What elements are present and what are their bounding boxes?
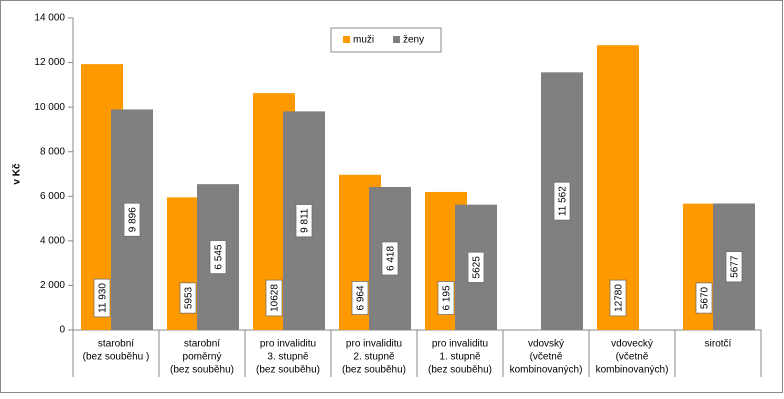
x-tick-label: 2. stupně	[353, 352, 395, 363]
value-label: 11 562	[558, 186, 569, 216]
value-label-group: 10628	[265, 279, 283, 317]
value-label-box	[553, 181, 571, 221]
value-label-box	[295, 204, 313, 238]
value-label-box	[609, 279, 627, 317]
value-label: 5625	[472, 256, 483, 279]
x-tick-label: 1. stupně	[439, 352, 481, 363]
value-label: 10628	[270, 284, 281, 312]
value-label-group: 5953	[179, 282, 197, 314]
value-label: 6 964	[356, 285, 367, 310]
x-tick-label: kombinovaných)	[510, 365, 583, 376]
value-label-group: 5670	[695, 282, 713, 314]
x-tick-label: starobní	[184, 339, 220, 350]
x-tick-label: (včetně	[530, 352, 563, 363]
value-label-box	[351, 281, 369, 315]
value-label-box	[695, 282, 713, 314]
value-label: 12780	[614, 284, 625, 312]
x-tick-label: (bez souběhu )	[83, 352, 150, 363]
legend-box	[330, 27, 442, 53]
x-tick-label: (včetně	[616, 352, 649, 363]
value-label: 9 896	[128, 207, 139, 232]
value-label-group: 9 896	[123, 202, 141, 237]
y-tick-label: 8 000	[40, 146, 65, 157]
value-label: 9 811	[300, 208, 311, 233]
x-tick-label: (bez souběhu)	[342, 365, 406, 376]
legend-label: ženy	[403, 35, 424, 46]
y-axis-label: v Kč	[12, 163, 23, 185]
y-tick-label: 0	[59, 325, 65, 336]
y-tick-label: 2 000	[40, 280, 65, 291]
legend-label: muži	[353, 35, 374, 46]
y-tick-label: 4 000	[40, 235, 65, 246]
x-tick-label: sirotčí	[705, 339, 732, 350]
value-label-group: 6 418	[381, 241, 399, 276]
value-label-box	[437, 281, 455, 315]
y-tick-label: 10 000	[34, 102, 65, 113]
value-label-box	[467, 251, 485, 283]
value-label: 11 930	[98, 283, 109, 313]
value-label-box	[179, 282, 197, 314]
value-label-group: 6 545	[209, 240, 227, 274]
value-label-group: 6 195	[437, 281, 455, 315]
value-label-group: 11 562	[553, 181, 571, 221]
x-tick-label: kombinovaných)	[596, 365, 669, 376]
x-tick-label: pro invaliditu	[346, 339, 402, 350]
value-label: 5677	[730, 255, 741, 278]
y-tick-label: 12 000	[34, 57, 65, 68]
value-label: 6 418	[386, 246, 397, 271]
value-label-box	[381, 241, 399, 276]
legend-swatch	[393, 36, 400, 43]
value-label-group: 12780	[609, 279, 627, 317]
value-label: 5670	[700, 286, 711, 309]
value-label-box	[93, 278, 111, 318]
value-label-box	[265, 279, 283, 317]
x-tick-label: starobní	[98, 339, 134, 350]
value-label-group: 11 930	[93, 278, 111, 318]
y-tick-label: 6 000	[40, 191, 65, 202]
value-label-group: 9 811	[295, 204, 313, 238]
value-label-group: 5677	[725, 251, 743, 283]
value-label-group: 6 964	[351, 281, 369, 315]
legend-swatch	[343, 36, 350, 43]
value-label-box	[123, 202, 141, 237]
value-label: 6 545	[214, 244, 225, 269]
value-label-group: 5625	[467, 251, 485, 283]
x-tick-label: (bez souběhu)	[256, 365, 320, 376]
value-label-box	[209, 240, 227, 274]
x-tick-label: pro invaliditu	[432, 339, 488, 350]
x-tick-label: (bez souběhu)	[170, 365, 234, 376]
y-tick-label: 14 000	[34, 13, 65, 24]
x-tick-label: 3. stupně	[267, 352, 309, 363]
x-tick-label: pro invaliditu	[260, 339, 316, 350]
x-tick-label: (bez souběhu)	[428, 365, 492, 376]
value-label-box	[725, 251, 743, 283]
x-tick-label: poměrný	[183, 352, 222, 363]
x-tick-label: vdovský	[528, 339, 564, 350]
x-tick-label: vdovecký	[611, 339, 653, 350]
value-label: 6 195	[442, 285, 453, 310]
value-label: 5953	[184, 286, 195, 309]
